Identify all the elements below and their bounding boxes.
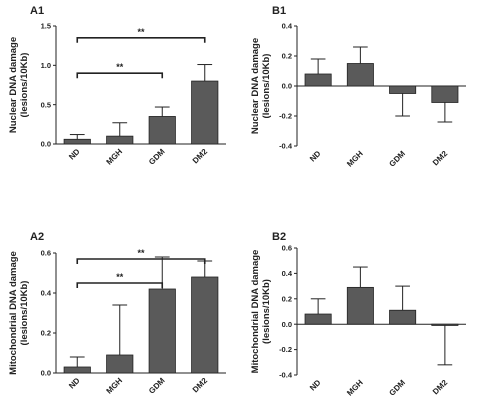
y-axis-label: (lesions/10Kb) [19, 53, 30, 118]
bar-gdm [389, 309, 417, 325]
panel-label: B2 [272, 231, 286, 243]
panel-a2: A2 Mitochondrial DNA damage (lesions/10Kb)… [8, 231, 226, 396]
bar-mgh [346, 63, 374, 87]
category-label: DM2 [191, 376, 210, 395]
y-tick-label: 0.2 [282, 52, 292, 61]
y-tick-label: 0.2 [41, 329, 51, 338]
panel-label: A2 [30, 231, 44, 243]
y-tick-label: 0.4 [282, 22, 293, 31]
category-label: MGH [345, 149, 365, 169]
bar-mgh [346, 286, 374, 325]
y-axis-label: Mitochondrial DNA damage [8, 251, 19, 375]
bar-nd [63, 138, 91, 145]
y-axis-label: (lesions/10Kb) [261, 279, 272, 344]
category-label: DM2 [431, 378, 450, 397]
category-label: GDM [387, 378, 407, 398]
significance-label: ** [137, 248, 145, 258]
y-tick-label: 0.5 [41, 100, 51, 109]
y-tick-label: 1.5 [41, 22, 51, 31]
category-label: GDM [387, 149, 407, 169]
y-tick-label: 0.0 [282, 320, 292, 329]
bar-mgh [106, 135, 134, 145]
bar-gdm [148, 116, 176, 145]
y-tick-label: -0.4 [279, 371, 293, 380]
bar-nd [304, 313, 332, 325]
significance-label: ** [137, 27, 145, 37]
y-axis-label: Nuclear DNA damage [250, 38, 261, 134]
significance-label: ** [116, 62, 124, 72]
category-label: MGH [105, 376, 125, 396]
category-label: MGH [345, 378, 365, 398]
y-tick-label: -0.2 [279, 345, 292, 354]
significance-bracket [76, 258, 206, 264]
category-label: ND [67, 376, 82, 391]
significance-bracket [76, 72, 164, 79]
bar-gdm [389, 85, 417, 94]
panel-a1: A1 Nuclear DNA damage (lesions/10Kb) 0.0 0.5… [8, 5, 226, 167]
bar-mgh [106, 354, 134, 374]
significance-bracket [76, 282, 164, 288]
y-tick-label: 0.4 [282, 269, 293, 278]
category-label: GDM [147, 147, 167, 167]
bar-dm2 [431, 323, 459, 326]
y-tick-label: 1.0 [41, 61, 51, 70]
y-tick-label: 0.6 [41, 249, 51, 258]
panel-label: B1 [272, 5, 286, 17]
y-tick-label: 0.0 [41, 140, 51, 149]
panel-label: A1 [30, 5, 44, 17]
y-tick-label: 0.0 [282, 82, 292, 91]
category-label: DM2 [431, 149, 450, 168]
significance-bracket [76, 37, 206, 43]
panel-b2: B2 Mitochondrial DNA damage (lesions/10Kb)… [250, 231, 466, 398]
category-label: ND [308, 378, 323, 393]
bar-nd [304, 73, 332, 87]
bar-gdm [148, 288, 176, 374]
bar-dm2 [191, 276, 219, 374]
y-tick-label: 0.4 [41, 289, 52, 298]
y-axis-label: (lesions/10Kb) [261, 54, 272, 119]
category-label: GDM [147, 376, 167, 396]
category-label: ND [67, 147, 82, 162]
y-tick-label: 0.0 [41, 369, 51, 378]
y-tick-label: -0.4 [279, 142, 293, 151]
category-label: ND [308, 149, 323, 164]
y-axis-label: (lesions/10Kb) [19, 281, 30, 346]
y-tick-label: -0.2 [279, 112, 292, 121]
y-tick-label: 0.2 [282, 294, 292, 303]
category-label: MGH [105, 147, 125, 167]
y-axis-label: Mitochondrial DNA damage [250, 250, 261, 374]
significance-label: ** [116, 272, 124, 282]
category-label: DM2 [191, 147, 210, 166]
bar-dm2 [191, 80, 219, 145]
panel-b1: B1 Nuclear DNA damage (lesions/10Kb) 0.4 0.2… [250, 5, 466, 169]
bar-nd [63, 366, 91, 374]
y-axis-label: Nuclear DNA damage [8, 37, 19, 133]
y-tick-label: 0.6 [282, 244, 292, 253]
bar-dm2 [431, 85, 459, 103]
